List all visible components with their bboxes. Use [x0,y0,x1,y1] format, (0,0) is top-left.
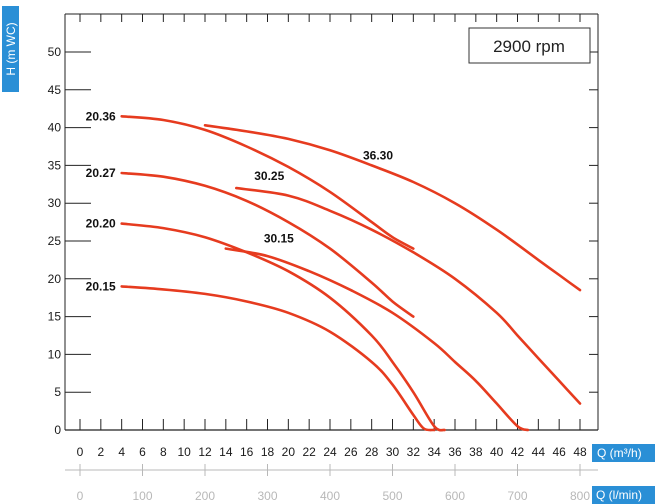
x-tick-label: 48 [573,445,587,459]
x-tick-label: 4 [118,445,125,459]
x2-tick-label: 800 [570,489,590,503]
y-tick-label: 35 [48,158,62,172]
y-tick-label: 40 [48,121,62,135]
x2-tick-label: 600 [445,489,465,503]
x-tick-label: 34 [427,445,441,459]
y-tick-label: 50 [48,45,62,59]
x2-tick-label: 500 [382,489,402,503]
y-axis-tag: H (m WC) [2,6,19,92]
curve-20-36 [120,115,415,250]
x-tick-label: 12 [198,445,212,459]
x-tick-label: 14 [219,445,233,459]
y-tick-label: 0 [54,423,61,437]
curve-20-15 [120,285,436,432]
curve-36-30 [203,124,582,292]
x-tick-label: 40 [490,445,504,459]
x2-tick-label: 400 [320,489,340,503]
x-tick-label: 36 [448,445,462,459]
y-tick-label: 5 [54,385,61,399]
plot-frame [64,13,599,431]
x-axis-tag-bg [592,444,655,462]
x-tick-label: 44 [532,445,546,459]
x2-tick-label: 100 [132,489,152,503]
rpm-text: 2900 rpm [493,37,565,56]
x-tick-label: 24 [323,445,337,459]
y-tick-label: 10 [48,347,62,361]
curve-20-27 [120,171,415,318]
x2-tick-label: 0 [77,489,84,503]
y-tick-label: 25 [48,234,62,248]
x-tick-label: 32 [407,445,421,459]
x-tick-label: 30 [386,445,400,459]
x-tick-label: 0 [77,445,84,459]
y-tick-label: 45 [48,83,62,97]
x-tick-label: 10 [177,445,191,459]
curve-30-15 [224,247,530,432]
x2-axis-tag: Q (l/min) [592,486,655,504]
x2-axis-label: Q (l/min) [596,488,642,502]
x2-tick-label: 200 [195,489,215,503]
x-tick-label: 6 [139,445,146,459]
curve-labels: 20.15 20.20 20.27 20.36 30.15 30.25 36.30 [86,109,394,293]
x-tick-label: 28 [365,445,379,459]
x-tick-label: 16 [240,445,254,459]
x-axis-label: Q (m³/h) [597,446,642,460]
x-tick-label: 42 [511,445,525,459]
curve-label-30-15: 30.15 [264,232,294,246]
curve-label-20-15: 20.15 [86,279,116,293]
curve-30-25 [235,186,582,405]
rpm-box [468,27,591,64]
y-tick-label: 30 [48,196,62,210]
curve-20-20 [120,222,446,432]
x-tick-label: 22 [302,445,316,459]
y-tick-label: 20 [48,272,62,286]
y-tick-label: 15 [48,310,62,324]
rpm-annotation: 2900 rpm [468,27,591,64]
x-tick-label: 38 [469,445,483,459]
curve-label-30-25: 30.25 [254,169,284,183]
x2-tick-label: 300 [257,489,277,503]
x-tick-label: 20 [282,445,296,459]
x-tick-label: 18 [261,445,275,459]
x-tick-label: 26 [344,445,358,459]
curve-label-20-20: 20.20 [86,217,116,231]
curve-label-36-30: 36.30 [363,148,393,162]
y-axis-tag-bg [2,6,19,92]
x-tick-label: 8 [160,445,167,459]
x2-tick-label: 700 [507,489,527,503]
curve-label-20-27: 20.27 [86,166,116,180]
curve-label-20-36: 20.36 [86,109,116,123]
x-axis-tag: Q (m³/h) [592,444,655,462]
x2-axis-tag-bg [592,486,655,504]
performance-curves [120,115,582,432]
y-axis-label: H (m WC) [4,22,18,75]
x-tick-label: 46 [552,445,566,459]
x-tick-label: 2 [97,445,104,459]
